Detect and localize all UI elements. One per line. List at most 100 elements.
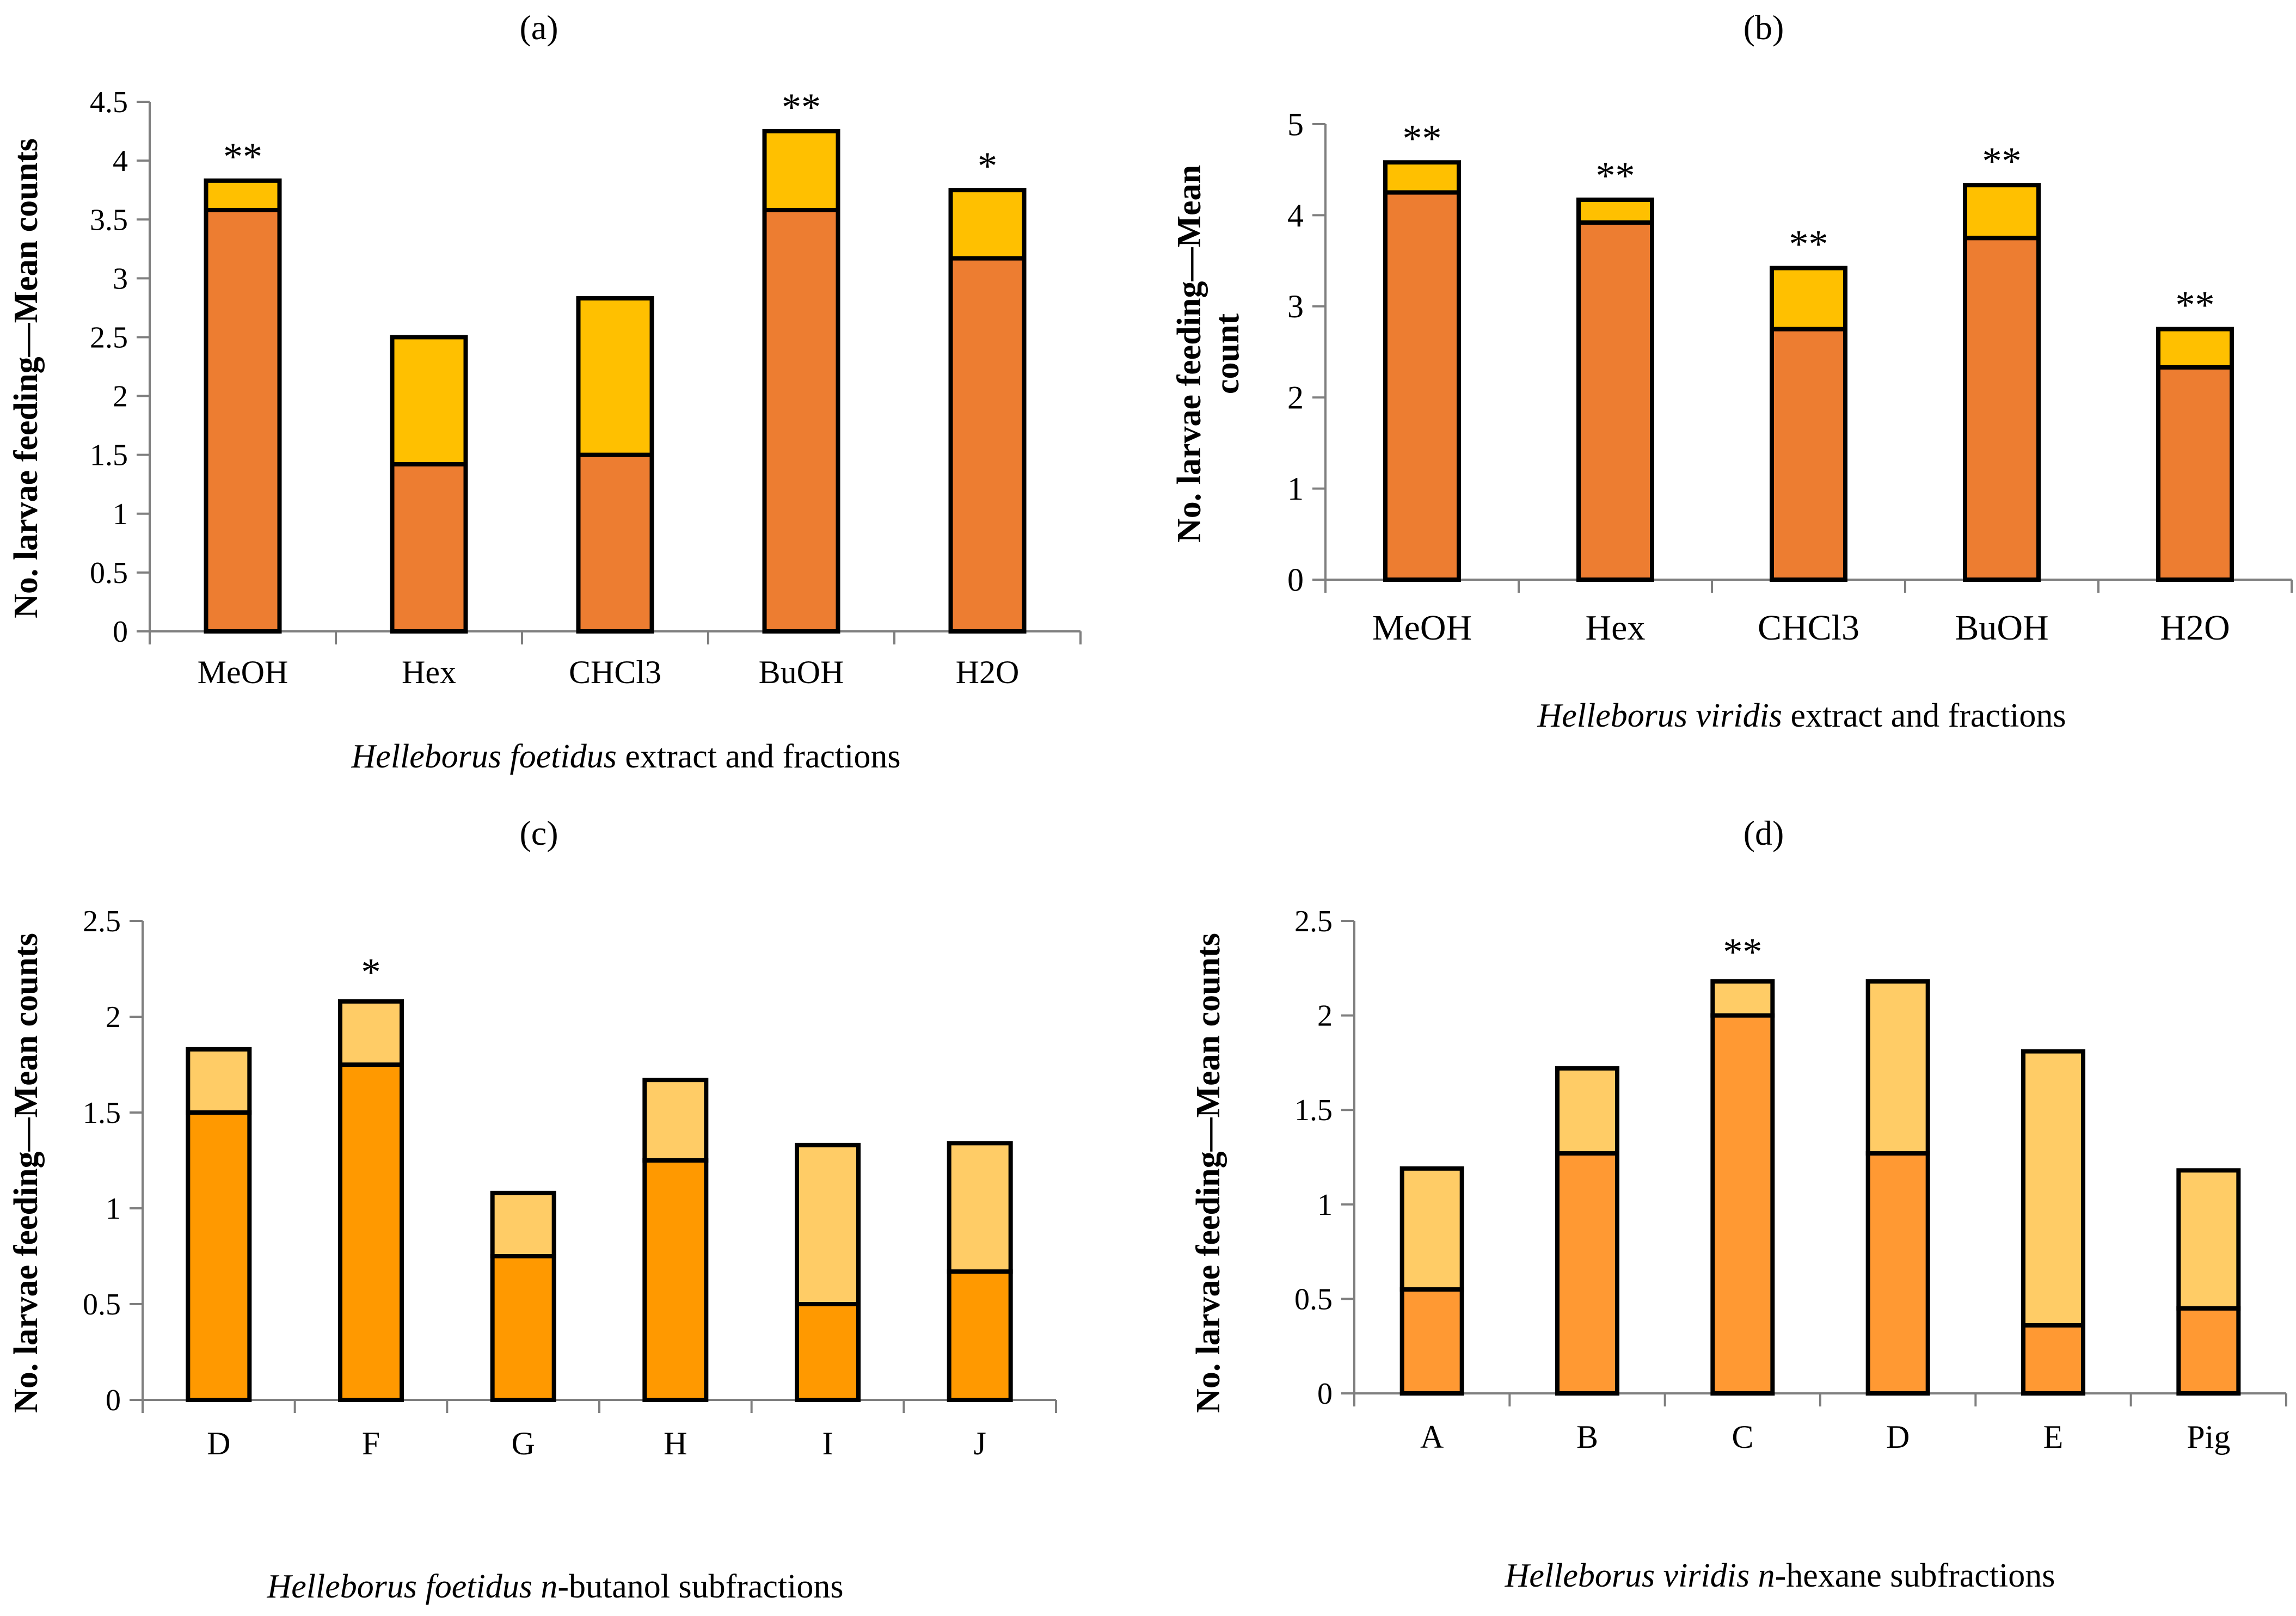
panel-c-bar-upper: [642, 1078, 709, 1163]
panel-d-category-label: Pig: [2187, 1419, 2230, 1455]
panel-d-category-label: E: [2043, 1419, 2064, 1455]
panel-c-bars: *: [186, 950, 1013, 1402]
panel-b-category-label: Hex: [1586, 608, 1646, 648]
panel-a: (a) 0 0.5 1 1.5 2 2.5 3 3.5 4 4.5 MeOH Hex CHCl3 BuO…: [8, 8, 1082, 775]
panel-d-y-axis-title: No. larvae feeding—Mean counts: [1190, 933, 1227, 1413]
panel-c-y-tick-label: 1.5: [83, 1096, 121, 1130]
panel-d-caption-italic: Helleborus viridis n: [1505, 1557, 1775, 1594]
panel-c-category-label: H: [664, 1425, 687, 1461]
panel-a-y-tick-label: 2: [113, 380, 128, 414]
panel-b-y-axis-title: No. larvae feeding—Meancount: [1171, 165, 1246, 543]
panel-a-bar-lower: [948, 256, 1027, 634]
panel-d-significance-marker: **: [1723, 930, 1762, 974]
panel-b-significance-marker: **: [1596, 154, 1635, 198]
panel-c-bar-lower: [490, 1254, 556, 1402]
panel-b-y-tick-label: 1: [1287, 471, 1304, 507]
panel-c-bar-upper: [338, 999, 404, 1067]
panel-a-bar-lower: [576, 452, 654, 634]
panel-a-bar-upper: [390, 335, 468, 466]
panel-c-caption-rest: -butanol subfractions: [557, 1568, 843, 1605]
panel-d-bar-lower: [1710, 1013, 1775, 1396]
panel-d-x-axis: A B C D E Pig: [1353, 1392, 2287, 1455]
panel-b-bar-lower: [1383, 190, 1461, 582]
panel-c-bar-lower: [186, 1110, 252, 1402]
panel-b-bar-lower: [2156, 365, 2234, 582]
panel-a-y-tick-label: 3: [113, 262, 128, 296]
panel-d-y-tick-label: 1: [1317, 1188, 1333, 1222]
panel-d-bar-lower: [2021, 1323, 2085, 1396]
panel-b-bars: ** ** ** ** **: [1383, 116, 2234, 582]
panel-c-y-tick-label: 2.5: [83, 905, 121, 938]
panel-a-category-label: Hex: [402, 654, 456, 690]
panel-d-bar-upper: [1865, 979, 1930, 1156]
panel-b-significance-marker: **: [1789, 222, 1828, 266]
panel-d-y-tick-label: 2.5: [1294, 905, 1333, 938]
panel-d-caption-rest: -hexane subfractions: [1775, 1557, 2055, 1594]
panel-b-caption-rest: extract and fractions: [1782, 697, 2066, 734]
panel-a-category-label: H2O: [956, 654, 1020, 690]
panel-b-caption: Helleborus viridis extract and fractions: [1537, 697, 2066, 734]
panel-c-bar-lower: [338, 1062, 404, 1402]
panel-b-bar-upper: [1963, 183, 2041, 241]
panel-a-y-axis: 0 0.5 1 1.5 2 2.5 3 3.5 4 4.5: [90, 85, 151, 649]
panel-d-bar-upper: [2021, 1049, 2085, 1328]
panel-d-caption: Helleborus viridis n-hexane subfractions: [1505, 1557, 2055, 1594]
panel-c-y-axis: 0 0.5 1 1.5 2 2.5: [83, 905, 144, 1417]
panel-a-y-tick-label: 0: [113, 615, 128, 649]
panel-a-significance-marker: **: [782, 85, 821, 129]
panel-c-label: (c): [519, 814, 558, 852]
panel-a-caption-italic: Helleborus foetidus: [351, 738, 617, 775]
panel-d-category-label: B: [1576, 1419, 1598, 1455]
panel-b-significance-marker: **: [1982, 139, 2022, 183]
panel-d-bar-lower: [1399, 1287, 1464, 1396]
panel-a-bar-lower: [204, 207, 282, 634]
panel-c-caption-italic: Helleborus foetidus n: [267, 1568, 558, 1605]
panel-c-significance-marker: *: [361, 950, 381, 994]
panel-c: (c) 0 0.5 1 1.5 2 2.5 D F G H I J * No. larvae fee…: [8, 814, 1057, 1605]
panel-a-y-tick-label: 3.5: [90, 203, 128, 237]
panel-b-category-label: BuOH: [1955, 608, 2048, 648]
panel-d-bar-lower: [1555, 1151, 1619, 1396]
panel-b-label: (b): [1744, 8, 1784, 47]
panel-a-bars: *****: [204, 85, 1027, 634]
panel-d-y-tick-label: 1.5: [1294, 1093, 1333, 1127]
panel-b-y-tick-label: 0: [1287, 562, 1304, 598]
panel-b-y-tick-label: 4: [1287, 198, 1304, 234]
panel-c-category-label: J: [973, 1425, 986, 1461]
panel-a-y-tick-label: 2.5: [90, 321, 128, 354]
panel-a-y-tick-label: 1: [113, 497, 128, 531]
panel-a-bar-upper: [204, 178, 282, 212]
panel-a-category-label: BuOH: [759, 654, 844, 690]
panel-d-category-label: C: [1732, 1419, 1753, 1455]
panel-c-bar-lower: [795, 1302, 861, 1402]
panel-b-y-tick-label: 5: [1287, 106, 1304, 142]
panel-d-y-tick-label: 0: [1317, 1377, 1333, 1411]
panel-b-bar-lower: [1576, 220, 1654, 582]
panel-c-bar-upper: [186, 1047, 252, 1115]
panel-b-category-label: MeOH: [1372, 608, 1472, 648]
panel-d-bar-upper: [2176, 1168, 2241, 1311]
panel-d-bar-lower: [2176, 1306, 2241, 1396]
panel-b-x-axis: MeOH Hex CHCl3 BuOH H2O: [1324, 579, 2293, 648]
panel-b-caption-italic: Helleborus viridis: [1537, 697, 1782, 734]
panel-d-bar-lower: [1865, 1151, 1930, 1396]
panel-a-label: (a): [519, 8, 558, 47]
panel-a-x-axis: MeOH Hex CHCl3 BuOH H2O: [149, 630, 1082, 690]
panel-b-bar-upper: [1576, 197, 1654, 225]
panel-c-y-tick-label: 0: [106, 1384, 121, 1417]
panel-b-y-tick-label: 3: [1287, 288, 1304, 324]
panel-c-category-label: F: [362, 1425, 380, 1461]
panel-b-category-label: H2O: [2160, 608, 2230, 648]
panel-a-significance-marker: **: [223, 135, 262, 179]
panel-b-significance-marker: **: [1403, 116, 1442, 160]
panel-d: (d) 0 0.5 1 1.5 2 2.5 A B C D E Pig ** No. larvae …: [1190, 814, 2287, 1594]
panel-d-y-axis: 0 0.5 1 1.5 2 2.5: [1294, 905, 1355, 1411]
panel-c-bar-lower: [642, 1158, 709, 1402]
panel-d-label: (d): [1744, 814, 1784, 852]
panel-b-bar-lower: [1963, 236, 2041, 582]
panel-a-y-tick-label: 4: [113, 144, 128, 178]
panel-a-y-tick-label: 0.5: [90, 556, 128, 590]
panel-c-category-label: I: [822, 1425, 833, 1461]
panel-b-significance-marker: **: [2176, 284, 2215, 327]
